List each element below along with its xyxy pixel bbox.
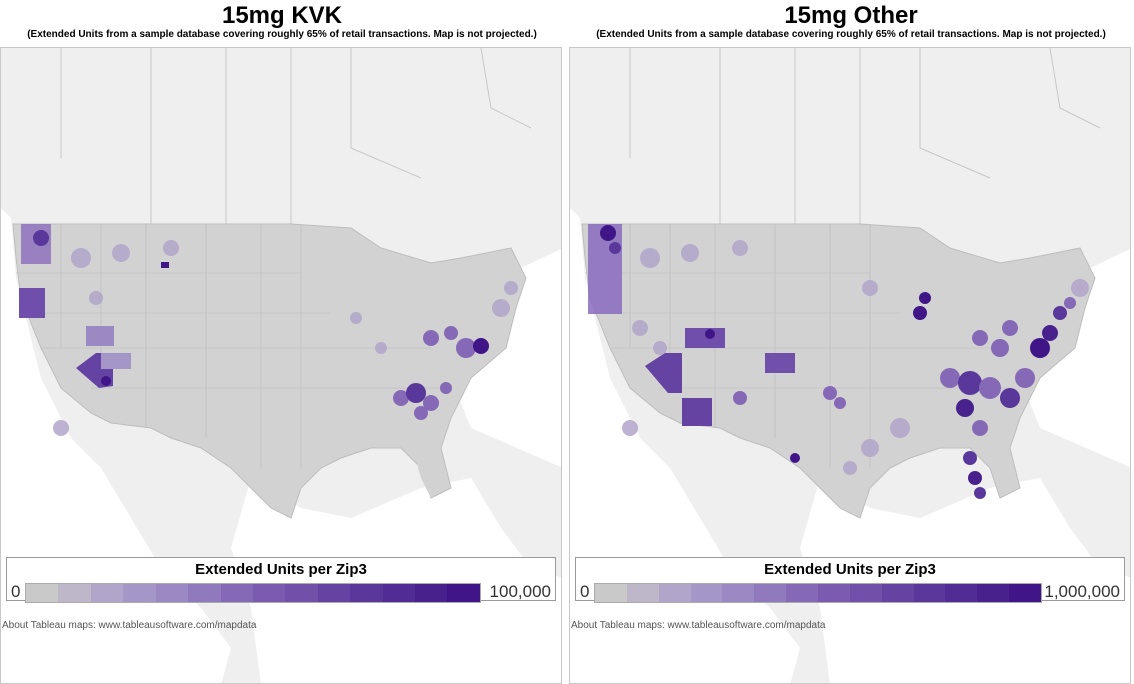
legend-min-label: 0	[580, 582, 590, 601]
legend-title: Extended Units per Zip3	[195, 561, 367, 578]
legend-title: Extended Units per Zip3	[764, 561, 936, 578]
panel-divider	[564, 47, 569, 684]
map-title: 15mg KVK	[221, 2, 343, 29]
color-ramp	[25, 583, 481, 603]
map-subtitle: (Extended Units from a sample database c…	[27, 29, 537, 40]
tableau-attribution-link[interactable]: About Tableau maps: www.tableausoftware.…	[571, 620, 826, 631]
map-panel-kvk: 15mg KVK (Extended Units from a sample d…	[0, 0, 564, 684]
legend-max-label: 1,000,000	[1044, 582, 1120, 601]
legend-max-label: 100,000	[489, 582, 551, 601]
color-legend: Extended Units per Zip3 0 1,000,000	[575, 557, 1125, 603]
legend-min-label: 0	[11, 582, 21, 601]
color-ramp	[594, 583, 1042, 603]
map-panel-other: 15mg Other (Extended Units from a sample…	[569, 0, 1133, 684]
tableau-attribution-link[interactable]: About Tableau maps: www.tableausoftware.…	[2, 620, 257, 631]
map-title: 15mg Other	[784, 2, 918, 29]
color-legend: Extended Units per Zip3 0 100,000	[6, 557, 556, 603]
map-subtitle: (Extended Units from a sample database c…	[596, 29, 1106, 40]
